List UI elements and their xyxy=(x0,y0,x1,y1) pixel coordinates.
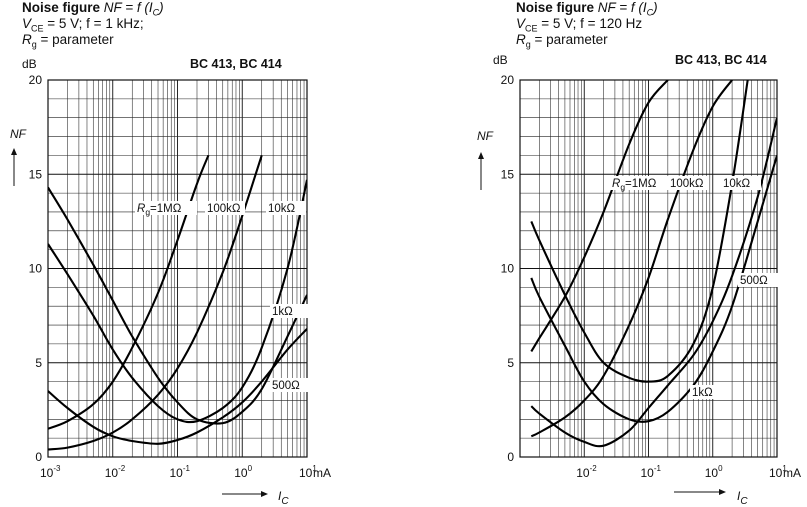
y-tick-label: 15 xyxy=(501,167,515,181)
x-tick-label: 101 xyxy=(299,464,317,480)
series-label: Rg=1MΩ xyxy=(137,203,182,217)
y-tick-label: 5 xyxy=(507,356,514,370)
series-label-background xyxy=(738,273,778,287)
chart-title: Noise figure NF = f (IC) xyxy=(516,0,658,18)
chart-title: Noise figure NF = f (IC) xyxy=(22,0,164,18)
series-line xyxy=(48,155,210,430)
y-tick-label: 10 xyxy=(29,262,43,276)
chart-panel-right: Noise figure NF = f (IC) VCE = 5 V; f = … xyxy=(404,0,807,507)
y-axis-arrow-head xyxy=(11,148,17,155)
series-line xyxy=(530,117,777,448)
y-tick-label: 15 xyxy=(29,167,43,181)
chart-parameter-line: Rg = parameter xyxy=(22,32,114,50)
y-unit-label: dB xyxy=(493,53,508,67)
series-line xyxy=(48,155,263,451)
series-line xyxy=(48,186,307,425)
x-tick-label: 10-2 xyxy=(576,464,597,480)
series-label-background xyxy=(135,201,197,215)
series-line xyxy=(530,80,733,438)
part-number-label: BC 413, BC 414 xyxy=(190,57,282,71)
plot-frame xyxy=(47,79,308,458)
x-tick-label: 10-3 xyxy=(40,464,61,480)
series-label-background xyxy=(205,201,245,215)
series-label: 10kΩ xyxy=(268,203,296,215)
x-tick-label: 100 xyxy=(705,464,723,480)
y-axis-label: NF xyxy=(477,129,494,143)
y-tick-label: 10 xyxy=(501,262,515,276)
x-axis-label: IC xyxy=(278,489,289,507)
y-tick-label: 5 xyxy=(35,356,42,370)
x-unit-label: mA xyxy=(313,466,331,480)
y-tick-label: 0 xyxy=(507,450,514,464)
y-unit-label: dB xyxy=(22,57,37,71)
chart-parameter-line: Rg = parameter xyxy=(516,32,608,50)
chart-condition-line: VCE = 5 V; f = 1 kHz; xyxy=(22,16,144,34)
series-label: 10kΩ xyxy=(723,178,751,190)
y-axis-label: NF xyxy=(10,127,27,141)
y-tick-label: 20 xyxy=(29,73,43,87)
series-label: 500Ω xyxy=(272,380,300,392)
x-unit-label: mA xyxy=(783,466,801,480)
y-tick-label: 0 xyxy=(35,450,42,464)
series-label-background xyxy=(270,304,310,318)
series-label-background xyxy=(668,176,708,190)
series-line xyxy=(48,179,307,424)
x-tick-label: 101 xyxy=(769,464,787,480)
series-label: Rg=1MΩ xyxy=(612,178,657,192)
x-tick-label: 10-1 xyxy=(641,464,662,480)
series-label: 100kΩ xyxy=(670,178,704,190)
plot-frame xyxy=(519,79,778,458)
series-label: 100kΩ xyxy=(207,203,241,215)
series-label-background xyxy=(690,385,730,399)
series-label-background xyxy=(610,176,672,190)
x-tick-label: 10-2 xyxy=(105,464,126,480)
series-label: 500Ω xyxy=(740,275,768,287)
series-line xyxy=(530,80,749,383)
series-label: 1kΩ xyxy=(692,387,713,399)
y-tick-label: 20 xyxy=(501,73,515,87)
series-label-background xyxy=(266,201,306,215)
series-line xyxy=(530,80,669,352)
series-label-background xyxy=(721,176,761,190)
x-axis-arrow-head xyxy=(719,489,726,495)
part-number-label: BC 413, BC 414 xyxy=(675,53,767,67)
grid-lines xyxy=(47,79,307,458)
series-label: 1kΩ xyxy=(272,306,293,318)
x-tick-label: 10-1 xyxy=(170,464,191,480)
y-axis-arrow-head xyxy=(478,152,484,159)
chart-condition-line: VCE = 5 V; f = 120 Hz xyxy=(516,16,643,34)
series-label-background xyxy=(270,378,310,392)
x-axis-label: IC xyxy=(737,489,748,507)
x-axis-arrow-head xyxy=(261,491,268,497)
x-tick-label: 100 xyxy=(234,464,252,480)
series-line xyxy=(530,155,777,423)
chart-panel-left: Noise figure NF = f (IC) VCE = 5 V; f = … xyxy=(0,0,403,507)
series-line xyxy=(48,328,307,445)
